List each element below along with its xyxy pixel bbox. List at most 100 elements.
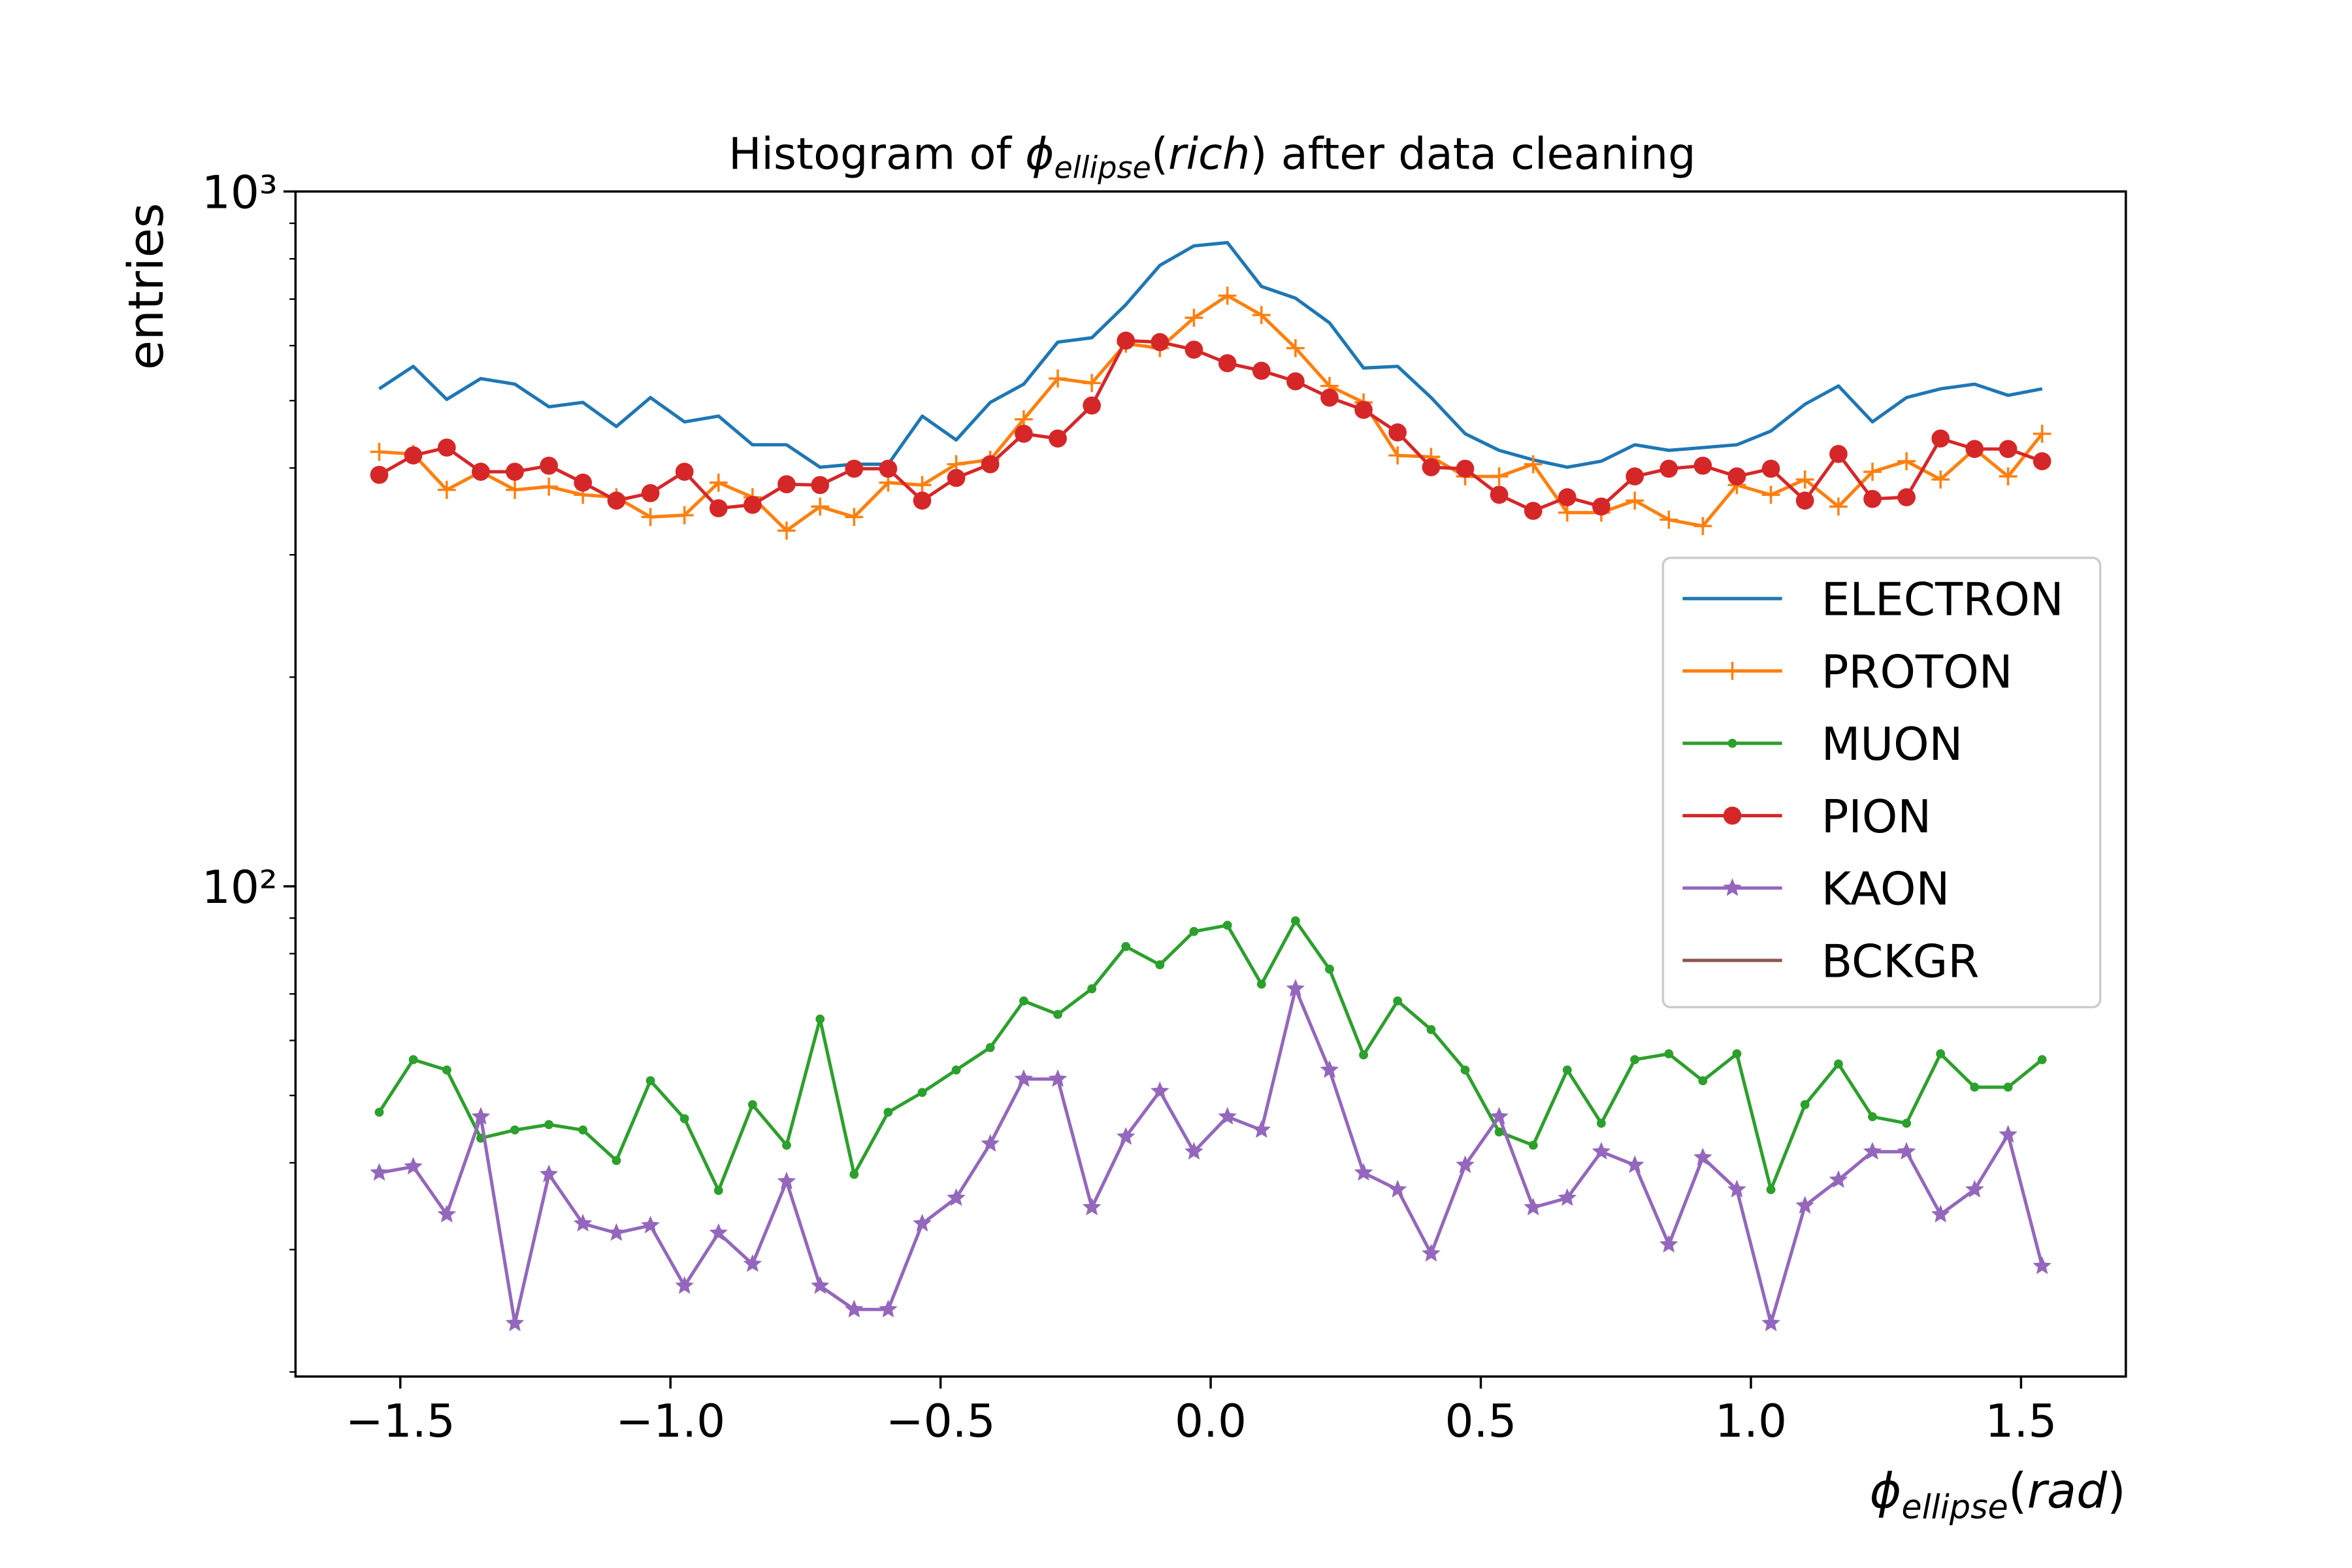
marker-circle	[879, 459, 898, 478]
marker-circle	[404, 446, 423, 465]
marker-point	[374, 1107, 384, 1117]
marker-star	[1524, 1198, 1543, 1216]
marker-circle	[1388, 423, 1407, 442]
marker-point	[1256, 979, 1266, 989]
marker-star	[1727, 1179, 1746, 1198]
marker-plus	[1863, 463, 1882, 481]
marker-plus	[1897, 452, 1916, 470]
marker-plus	[437, 480, 456, 499]
legend-label: MUON	[1821, 719, 1963, 771]
x-label-symbol: ϕ	[1870, 1463, 1902, 1520]
marker-point	[1426, 1024, 1436, 1034]
marker-circle	[472, 463, 490, 481]
marker-point	[917, 1088, 927, 1098]
marker-star	[1184, 1141, 1203, 1160]
marker-point	[1155, 960, 1165, 970]
marker-plus	[1795, 470, 1814, 489]
marker-star	[913, 1213, 932, 1232]
marker-point	[1494, 1127, 1504, 1137]
marker-star	[1117, 1127, 1135, 1145]
marker-point	[1460, 1065, 1470, 1075]
marker-star	[404, 1156, 423, 1175]
marker-point	[1053, 1009, 1062, 1019]
marker-plus	[1388, 446, 1407, 465]
marker-plus	[1558, 503, 1576, 522]
marker-circle	[845, 459, 864, 478]
marker-plus	[1218, 286, 1237, 305]
x-label-text: )	[2107, 1463, 2126, 1520]
marker-star	[1931, 1204, 1950, 1223]
marker-circle	[1727, 467, 1746, 486]
marker-star	[370, 1163, 389, 1181]
marker-plus	[506, 480, 524, 499]
marker-circle	[981, 455, 1000, 474]
marker-point	[1189, 926, 1199, 936]
title-text: (	[1151, 128, 1168, 179]
marker-star	[1218, 1107, 1237, 1125]
marker-circle	[913, 491, 932, 510]
marker-circle	[743, 495, 762, 514]
marker-plus	[1490, 467, 1509, 486]
x-label-text: (	[2008, 1463, 2027, 1520]
marker-circle	[947, 468, 966, 487]
marker-circle	[1558, 488, 1576, 506]
marker-circle	[1218, 354, 1237, 372]
marker-star	[641, 1215, 660, 1233]
marker-point	[1359, 1050, 1369, 1060]
marker-plus	[1693, 517, 1712, 535]
marker-point	[1121, 941, 1131, 951]
marker-star	[1693, 1147, 1712, 1166]
marker-circle	[1320, 388, 1339, 407]
marker-point	[1222, 921, 1232, 930]
marker-point	[849, 1169, 859, 1179]
marker-plus	[1723, 662, 1742, 680]
marker-star	[1558, 1188, 1577, 1206]
marker-star	[505, 1313, 525, 1331]
marker-circle	[574, 473, 593, 492]
x-tick-label: −1.5	[346, 1396, 455, 1448]
marker-point	[612, 1156, 621, 1166]
marker-star	[1048, 1069, 1068, 1087]
marker-star	[947, 1188, 966, 1206]
legend-label: BCKGR	[1821, 936, 1980, 988]
marker-point	[1562, 1065, 1572, 1075]
marker-point	[713, 1186, 723, 1196]
marker-point	[1732, 1049, 1742, 1058]
marker-circle	[1829, 445, 1848, 463]
marker-plus	[1083, 374, 1102, 393]
marker-star	[1456, 1155, 1475, 1173]
marker-star	[573, 1213, 593, 1232]
marker-star	[1422, 1243, 1441, 1262]
marker-star	[607, 1223, 626, 1241]
marker-point	[782, 1140, 791, 1150]
marker-star	[1286, 979, 1305, 997]
marker-plus	[1761, 485, 1780, 504]
marker-circle	[2033, 452, 2051, 470]
title-italic: rich	[1168, 128, 1250, 179]
marker-plus	[1286, 339, 1305, 357]
marker-point	[1664, 1049, 1674, 1058]
marker-circle	[1456, 459, 1475, 478]
marker-circle	[1286, 372, 1305, 391]
marker-point	[510, 1125, 519, 1135]
marker-star	[1388, 1179, 1407, 1198]
marker-plus	[540, 478, 558, 496]
marker-point	[1936, 1049, 1946, 1058]
marker-plus	[641, 508, 660, 527]
title-subscript: ellipse	[1054, 150, 1151, 185]
marker-star	[1082, 1198, 1102, 1216]
marker-circle	[1354, 400, 1373, 419]
marker-circle	[709, 499, 728, 517]
x-tick-label: −0.5	[886, 1396, 996, 1448]
y-axis-label: entries	[118, 203, 174, 370]
marker-circle	[1931, 429, 1950, 448]
legend-label: PROTON	[1821, 646, 2013, 698]
marker-star	[1354, 1163, 1373, 1181]
legend-label: ELECTRON	[1821, 574, 2064, 627]
marker-plus	[709, 473, 728, 492]
marker-star	[437, 1204, 457, 1223]
title-text: Histogram of	[728, 128, 1025, 179]
marker-point	[1766, 1184, 1776, 1194]
marker-circle	[1693, 456, 1712, 475]
